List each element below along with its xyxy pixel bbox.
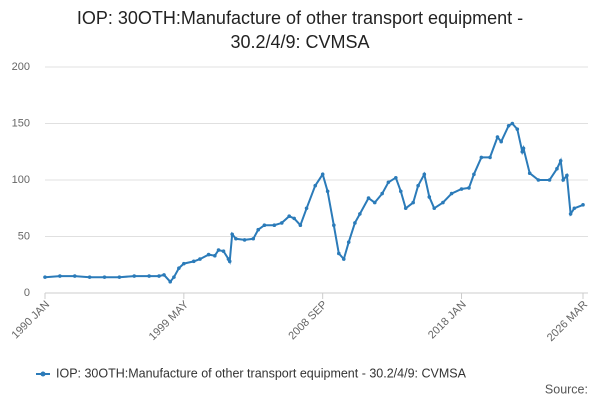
point — [372, 200, 377, 205]
point — [336, 251, 341, 256]
point — [216, 248, 221, 252]
point — [191, 259, 196, 264]
point — [403, 206, 408, 211]
point — [262, 223, 267, 227]
y-tick-label: 0 — [24, 287, 30, 299]
point — [565, 173, 569, 178]
point — [325, 189, 330, 194]
point — [416, 183, 420, 188]
point — [279, 221, 284, 225]
point — [251, 236, 256, 241]
point — [72, 274, 77, 278]
point — [422, 172, 427, 177]
point — [157, 274, 161, 278]
point — [206, 252, 211, 257]
point — [555, 166, 559, 171]
point — [394, 175, 398, 180]
point — [177, 266, 181, 270]
point — [298, 223, 303, 227]
point — [162, 273, 166, 277]
point — [341, 257, 346, 261]
point — [117, 275, 122, 279]
point — [221, 249, 226, 253]
point — [536, 178, 541, 182]
point — [313, 183, 318, 188]
point — [510, 121, 515, 126]
point — [488, 155, 492, 160]
point — [242, 238, 247, 242]
point — [172, 275, 176, 279]
point — [495, 135, 500, 139]
y-tick-label: 50 — [18, 230, 30, 242]
point — [467, 186, 471, 190]
point — [287, 214, 292, 218]
point — [520, 149, 525, 154]
y-tick-label: 200 — [12, 61, 30, 73]
point — [561, 178, 565, 182]
point — [132, 274, 137, 278]
point — [527, 171, 532, 176]
point — [506, 123, 511, 128]
legend-marker — [40, 371, 46, 377]
point — [87, 275, 92, 279]
point — [499, 139, 503, 144]
point — [581, 203, 585, 207]
point — [572, 206, 577, 211]
point — [558, 158, 563, 163]
point — [234, 236, 238, 241]
point — [256, 227, 261, 232]
point — [449, 191, 454, 196]
y-tick-label: 150 — [12, 117, 30, 129]
series-line — [44, 122, 584, 284]
point — [515, 127, 520, 131]
point — [411, 200, 415, 205]
point — [479, 155, 484, 160]
point — [320, 172, 325, 177]
point — [147, 274, 151, 278]
point — [380, 191, 384, 196]
point — [521, 146, 526, 151]
x-tick-label: 1999 MAY — [147, 298, 192, 343]
point — [427, 195, 432, 199]
point — [213, 253, 217, 258]
point — [168, 279, 173, 284]
legend-label: IOP: 30OTH:Manufacture of other transpor… — [56, 366, 467, 380]
chart-title: IOP: 30OTH:Manufacture of other transpor… — [76, 8, 524, 52]
point — [441, 200, 445, 205]
x-tick-label: 2008 SEP — [286, 299, 330, 343]
point — [432, 206, 437, 211]
point — [102, 275, 107, 279]
x-tick-label: 2018 JAN — [426, 299, 469, 342]
x-tick-label: 2026 MAR — [545, 299, 590, 344]
point — [272, 223, 277, 227]
point — [358, 212, 362, 216]
point — [43, 275, 47, 279]
point — [198, 257, 202, 261]
point — [227, 259, 232, 264]
point — [459, 187, 464, 191]
y-tick-label: 100 — [12, 174, 30, 186]
point — [547, 178, 552, 182]
point — [398, 189, 403, 194]
point — [472, 172, 476, 177]
point — [353, 221, 357, 225]
point — [292, 216, 296, 221]
point — [568, 212, 573, 216]
point — [366, 196, 371, 200]
point — [304, 206, 309, 211]
source: Source: — [545, 382, 588, 396]
point — [332, 223, 336, 227]
point — [230, 232, 234, 237]
point — [58, 274, 62, 278]
point — [346, 240, 351, 244]
x-tick-label: 1990 JAN — [10, 299, 53, 342]
point — [182, 261, 186, 266]
point — [386, 180, 391, 185]
